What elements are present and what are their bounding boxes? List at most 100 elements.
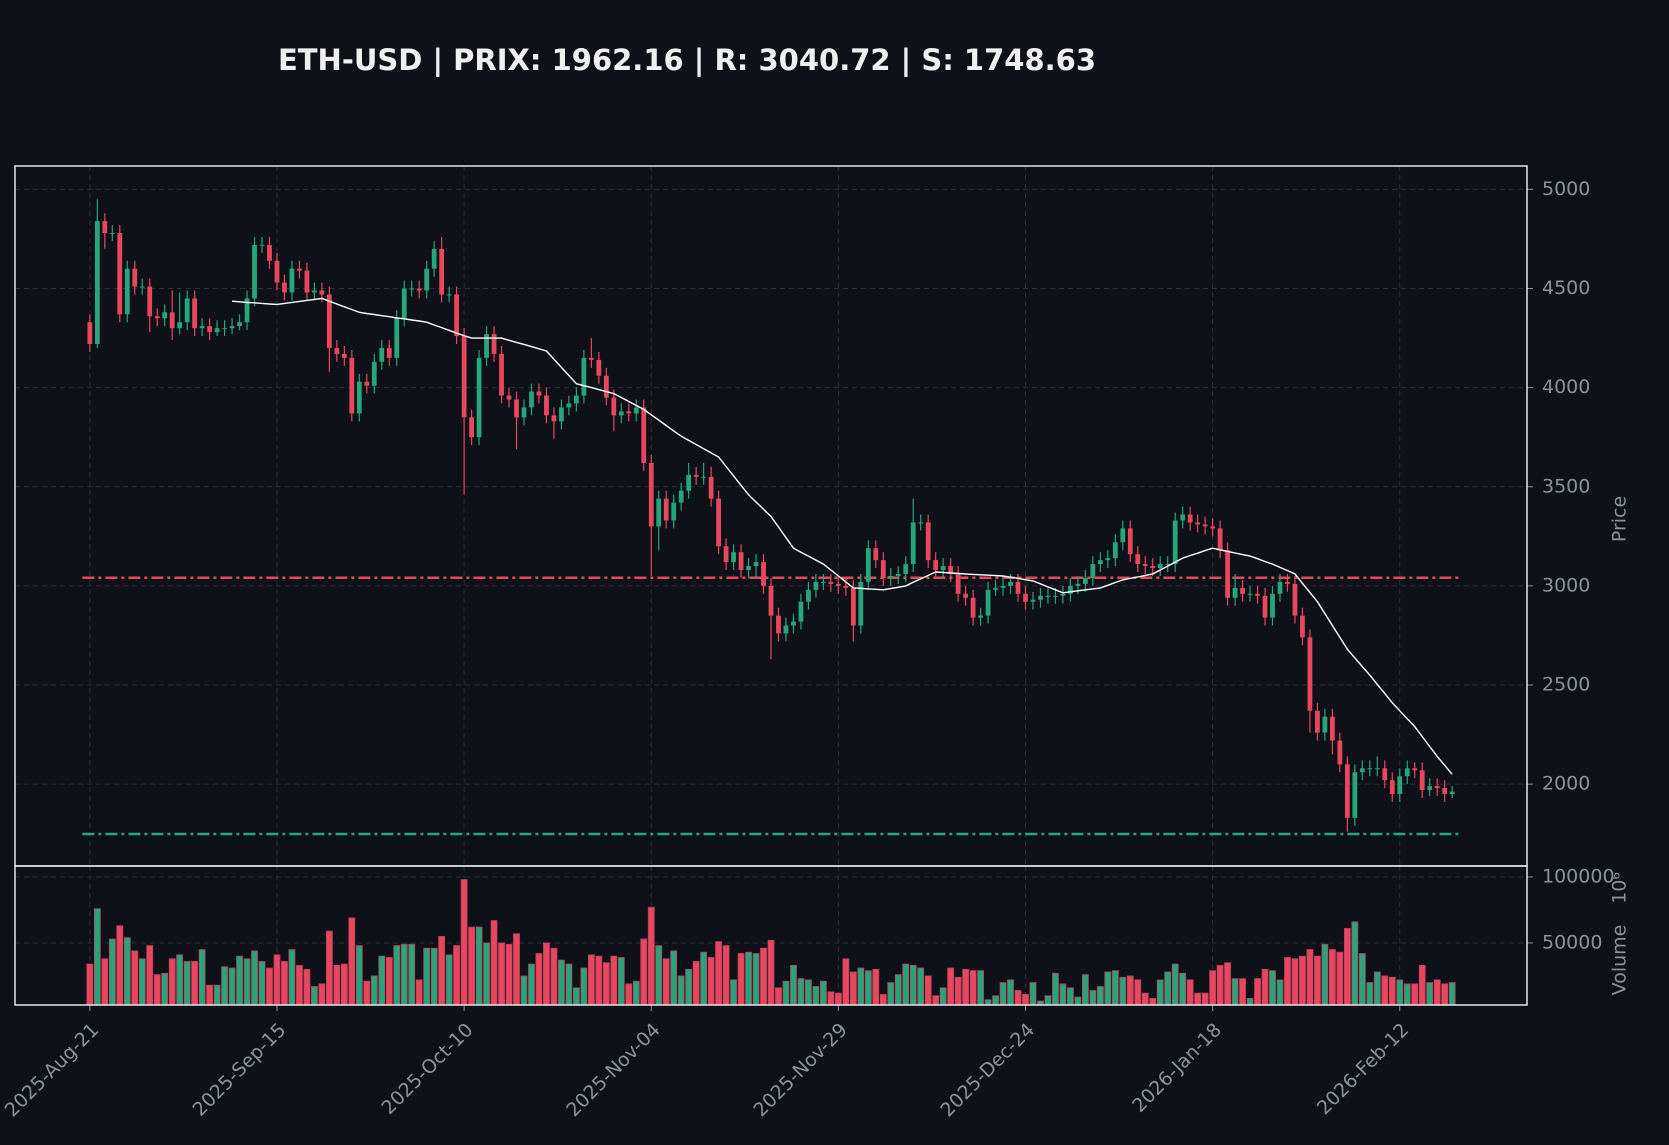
- moving-average-line: [232, 297, 1453, 775]
- volume-bar: [677, 975, 685, 1006]
- volume-bar: [168, 958, 176, 1006]
- candle-body: [184, 298, 190, 323]
- candle-body: [1030, 599, 1036, 602]
- volume-bar: [1336, 951, 1344, 1006]
- candle-body: [139, 286, 145, 288]
- volume-bar: [535, 953, 543, 1006]
- candle-body: [596, 359, 602, 376]
- volume-bar: [894, 974, 902, 1006]
- candle-body: [656, 498, 662, 527]
- volume-bar: [138, 958, 146, 1006]
- volume-bar: [430, 947, 438, 1006]
- candle-body: [356, 381, 362, 414]
- volume-bar: [1284, 957, 1291, 1006]
- volume-bar: [213, 984, 221, 1006]
- volume-bar: [1231, 978, 1239, 1006]
- volume-bar: [1426, 982, 1434, 1006]
- volume-bar: [93, 908, 101, 1006]
- volume-bar: [1194, 992, 1202, 1006]
- volume-tick-label: 50000: [1542, 931, 1602, 953]
- candle-body: [1307, 637, 1313, 711]
- candle-body: [1090, 564, 1096, 578]
- candle-body: [761, 562, 766, 586]
- candle-body: [1217, 528, 1223, 551]
- volume-offset-label: 10⁶: [1609, 872, 1631, 904]
- volume-bar: [1209, 970, 1217, 1006]
- candle-body: [409, 288, 415, 290]
- candle-body: [843, 585, 849, 588]
- y-tick-label: 3000: [1542, 574, 1590, 596]
- volume-bar: [947, 967, 955, 1006]
- candle-body: [791, 621, 796, 626]
- volume-bar: [438, 935, 446, 1006]
- volume-bar: [191, 961, 199, 1006]
- volume-bar: [1149, 997, 1157, 1006]
- volume-bar: [1104, 971, 1112, 1006]
- volume-bar: [1216, 964, 1224, 1006]
- candle-body: [858, 581, 864, 626]
- volume-bar: [198, 949, 206, 1006]
- candle-body: [1232, 587, 1238, 598]
- volume-bar: [692, 961, 700, 1006]
- candle-body: [401, 288, 407, 319]
- volume-bar: [333, 964, 341, 1006]
- volume-bar: [221, 966, 228, 1006]
- candle-body: [334, 347, 340, 354]
- volume-bar: [1029, 982, 1037, 1006]
- volume-bar: [1418, 964, 1426, 1006]
- volume-bar: [954, 976, 962, 1006]
- volume-bar: [1156, 979, 1164, 1006]
- candle-body: [371, 361, 377, 386]
- candle-body: [1434, 786, 1440, 789]
- candle-body: [835, 583, 841, 586]
- volume-bar: [146, 945, 154, 1006]
- candle-body: [888, 575, 894, 578]
- candle-body: [1142, 564, 1148, 567]
- candle-body: [873, 548, 879, 561]
- candle-body: [469, 417, 474, 438]
- candle-body: [446, 294, 452, 296]
- x-tick-label: 2025-Nov-04: [562, 1019, 664, 1121]
- candle-body: [551, 415, 557, 422]
- candle-body: [895, 573, 901, 576]
- candle-body: [237, 322, 242, 327]
- candle-body: [813, 581, 819, 590]
- candle-body: [222, 328, 227, 330]
- candle-body: [132, 268, 138, 287]
- candle-body: [940, 566, 946, 571]
- volume-bar: [1276, 979, 1284, 1006]
- volume-bar: [258, 961, 266, 1006]
- volume-bar: [737, 953, 745, 1006]
- candle-body: [955, 573, 961, 594]
- candle-body: [1300, 615, 1305, 638]
- volume-bar: [625, 983, 633, 1006]
- candle-body: [985, 589, 991, 616]
- candle-body: [1202, 524, 1208, 527]
- candle-body: [731, 552, 736, 563]
- candle-body: [1038, 595, 1043, 600]
- volume-bar: [236, 955, 243, 1006]
- candle-body: [162, 312, 168, 319]
- candle-body: [341, 353, 347, 358]
- volume-bar: [460, 879, 468, 1006]
- candle-body: [1180, 514, 1186, 521]
- volume-bar: [363, 980, 371, 1006]
- volume-bar: [415, 979, 423, 1006]
- volume-bar: [1052, 972, 1059, 1006]
- candle-body: [386, 347, 392, 358]
- candle-body: [648, 462, 654, 527]
- volume-bar: [1403, 983, 1411, 1006]
- candle-body: [686, 474, 692, 491]
- volume-bar: [1134, 979, 1142, 1006]
- volume-bar: [228, 967, 236, 1006]
- volume-bar: [782, 980, 790, 1006]
- candle-body: [416, 288, 422, 291]
- volume-bar: [543, 942, 550, 1006]
- candle-body: [521, 407, 527, 418]
- volume-bar: [572, 987, 580, 1006]
- volume-bar: [1314, 955, 1321, 1006]
- candle-body: [1150, 566, 1156, 569]
- candle-body: [588, 357, 594, 360]
- volume-bar: [917, 967, 925, 1006]
